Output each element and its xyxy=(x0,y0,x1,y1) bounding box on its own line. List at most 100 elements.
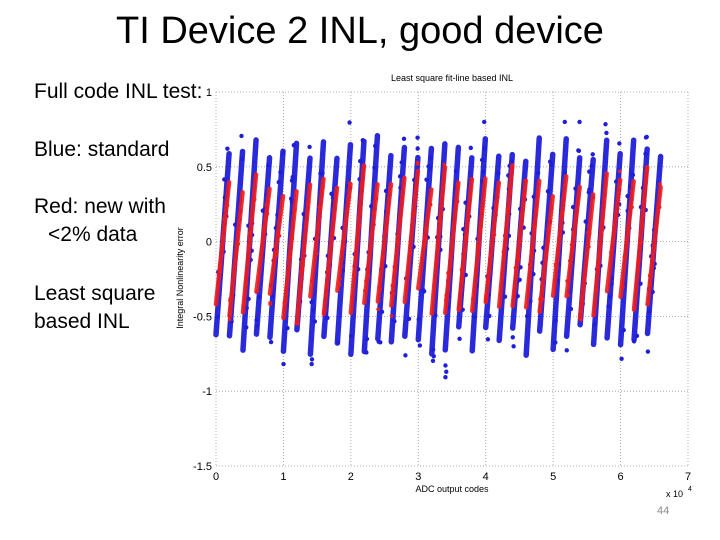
data-point xyxy=(358,222,362,227)
data-point xyxy=(560,211,565,216)
data-point xyxy=(658,182,662,186)
data-point xyxy=(645,349,651,354)
data-point xyxy=(638,240,642,245)
data-point xyxy=(341,245,346,249)
data-point xyxy=(444,369,449,374)
data-point xyxy=(457,336,462,341)
data-point xyxy=(619,356,624,362)
data-point xyxy=(442,162,447,167)
data-point xyxy=(609,281,614,287)
data-point xyxy=(587,169,592,174)
data-point xyxy=(372,165,377,171)
data-point xyxy=(587,231,592,236)
data-point xyxy=(464,235,469,240)
data-point xyxy=(638,281,643,286)
sawtooth-segment xyxy=(523,178,542,310)
data-point xyxy=(433,313,438,318)
data-point xyxy=(314,251,319,256)
data-point xyxy=(291,143,297,148)
data-point xyxy=(354,238,359,242)
x-multiplier-exponent: 4 xyxy=(688,486,692,493)
data-point xyxy=(622,255,627,259)
data-point xyxy=(347,181,352,185)
data-point xyxy=(534,207,539,212)
data-point xyxy=(496,171,501,176)
data-point xyxy=(360,183,364,187)
x-tick-label: 7 xyxy=(685,471,691,483)
bullet-text-continued: based INL xyxy=(34,310,130,333)
data-point xyxy=(643,151,648,156)
data-point xyxy=(480,169,486,175)
data-point xyxy=(455,199,460,204)
sawtooth-segment xyxy=(227,190,245,319)
data-point xyxy=(247,231,252,235)
data-point xyxy=(617,169,622,174)
data-point xyxy=(348,333,354,339)
sawtooth-segment xyxy=(402,168,421,305)
x-axis-label: ADC output codes xyxy=(415,484,489,494)
data-point xyxy=(383,188,389,194)
y-axis-label: Integral Nonlinearity error xyxy=(175,227,185,329)
data-point xyxy=(324,283,329,287)
y-tick-label: 0 xyxy=(206,237,212,249)
data-point xyxy=(309,300,314,305)
data-point xyxy=(424,177,429,182)
data-point xyxy=(511,344,516,349)
data-point xyxy=(247,243,251,248)
data-point xyxy=(567,259,572,263)
sawtooth-segment xyxy=(335,181,353,293)
data-point xyxy=(290,236,295,241)
data-point xyxy=(603,122,608,127)
data-point xyxy=(468,145,473,151)
data-point xyxy=(223,177,228,182)
data-point xyxy=(553,262,558,267)
data-point xyxy=(643,135,649,140)
data-point xyxy=(218,270,222,274)
sawtooth-segment xyxy=(456,176,475,312)
data-point xyxy=(492,232,497,237)
sawtooth-segment xyxy=(375,181,394,304)
data-point xyxy=(513,266,518,270)
sawtooth-segment xyxy=(483,180,502,305)
data-point xyxy=(438,219,442,223)
x-tick-label: 6 xyxy=(618,471,624,483)
data-point xyxy=(335,340,341,345)
data-point xyxy=(435,260,439,264)
data-point xyxy=(391,291,396,296)
data-point xyxy=(266,163,271,168)
data-point xyxy=(376,307,380,312)
data-point xyxy=(579,317,583,322)
data-point xyxy=(393,268,397,273)
data-point xyxy=(236,242,241,246)
data-point xyxy=(416,317,421,322)
data-point xyxy=(463,200,468,205)
data-point xyxy=(430,347,436,352)
data-point xyxy=(576,148,581,153)
data-point xyxy=(358,158,363,164)
data-point xyxy=(371,211,375,215)
sawtooth-segment xyxy=(213,179,232,307)
data-point xyxy=(504,234,508,238)
data-point xyxy=(254,323,259,329)
data-point xyxy=(509,159,514,164)
data-point xyxy=(528,298,533,304)
data-point xyxy=(532,223,536,228)
data-point xyxy=(325,268,330,273)
data-point xyxy=(301,263,305,268)
slide-number: 44 xyxy=(657,505,670,517)
y-tick-label: -0.5 xyxy=(193,311,212,323)
data-point xyxy=(369,204,374,209)
data-point xyxy=(647,273,652,278)
data-point xyxy=(501,250,506,254)
data-point xyxy=(503,242,508,247)
data-point xyxy=(412,195,417,199)
data-point xyxy=(484,297,488,302)
data-point xyxy=(657,205,662,209)
data-point xyxy=(325,315,330,321)
data-point xyxy=(377,285,382,289)
data-point xyxy=(356,215,361,220)
data-point xyxy=(598,253,602,258)
data-point xyxy=(389,314,394,318)
data-point xyxy=(228,310,233,315)
data-point xyxy=(630,172,636,178)
